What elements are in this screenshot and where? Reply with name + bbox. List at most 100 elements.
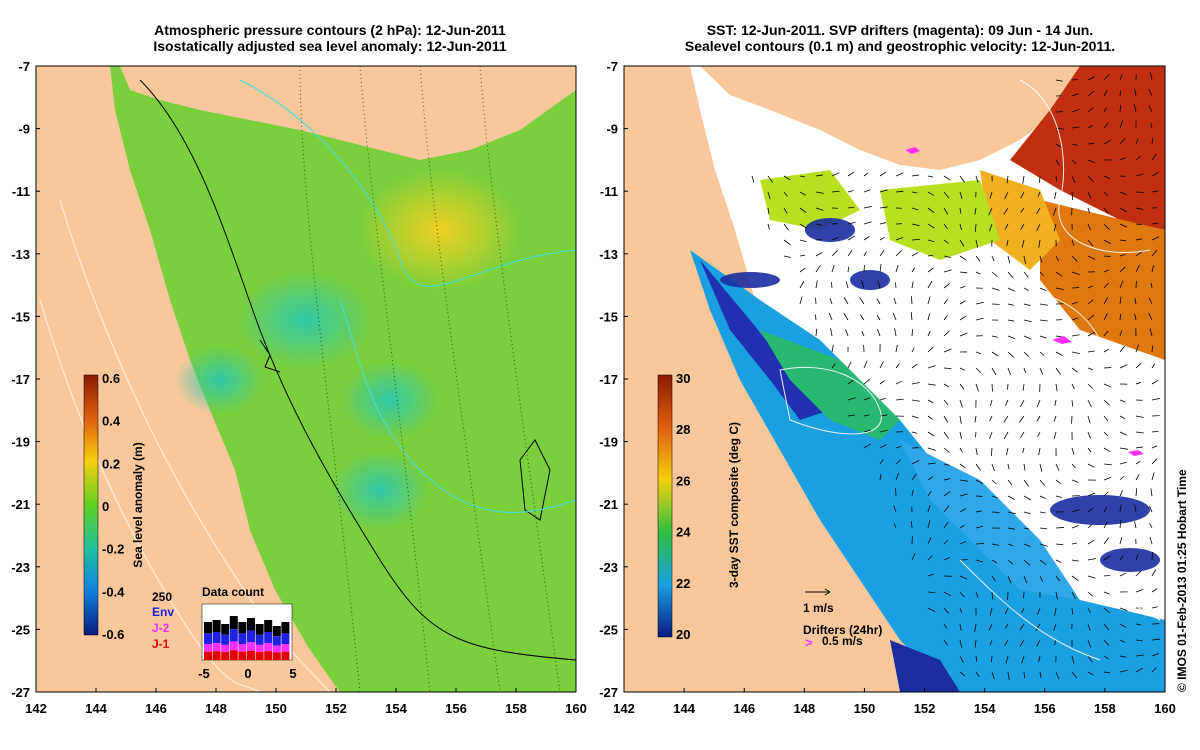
right-cbtick: 30	[676, 371, 690, 386]
left-colorbar-ticks: 0.6 0.4 0.2 0 -0.2 -0.4 -0.6	[102, 371, 125, 642]
drifter-marker: >	[805, 635, 813, 650]
left-ytick: -27	[11, 685, 30, 700]
right-xtick: 146	[733, 701, 755, 716]
right-ytick: -21	[599, 497, 618, 512]
right-cbtick: 28	[676, 422, 690, 437]
legend-top-value: 250	[152, 590, 172, 604]
left-ytick: -9	[18, 122, 30, 137]
hist-xtick-0: 0	[244, 666, 251, 681]
hist-bar-j1	[247, 650, 255, 660]
left-cbtick: -0.2	[102, 542, 124, 557]
left-cbtick: -0.4	[102, 584, 125, 599]
right-title: SST: 12-Jun-2011. SVP drifters (magenta)…	[620, 22, 1180, 54]
right-ytick: -15	[599, 309, 618, 324]
hist-bar-j1	[221, 652, 230, 660]
left-png-land	[120, 66, 576, 160]
legend-j2: J-2	[152, 621, 170, 635]
right-y-axis: -7 -9 -11 -13 -15 -17 -19 -21 -23 -25 -27	[599, 59, 628, 700]
left-ytick: -15	[11, 309, 30, 324]
right-ytick: -25	[599, 622, 618, 637]
drifters-label: Drifters (24hr)	[803, 623, 882, 637]
hist-bar-total	[247, 618, 255, 631]
right-colorbar-label: 3-day SST composite (deg C)	[727, 422, 741, 588]
left-xtick: 156	[445, 701, 467, 716]
right-xtick: 158	[1094, 701, 1116, 716]
left-xtick: 154	[385, 701, 407, 716]
hist-bar-total	[264, 620, 273, 632]
right-xtick: 144	[673, 701, 695, 716]
hist-bar-j1	[212, 651, 221, 660]
legend-env: Env	[152, 605, 174, 619]
credit-text: © IMOS 01-Feb-2013 01:25 Hobart Time	[1175, 469, 1189, 692]
left-xtick: 142	[25, 701, 47, 716]
right-ytick: -11	[600, 184, 618, 199]
hist-bar-total	[204, 622, 212, 634]
left-xtick: 150	[265, 701, 287, 716]
right-colorbar	[657, 374, 673, 638]
right-colorbar-ticks: 30 28 26 24 22 20	[676, 371, 691, 642]
left-ytick: -23	[11, 560, 30, 575]
hist-bar-j2	[264, 643, 273, 652]
right-x-axis: 142 144 146 148 150 152 154 156 158 160	[613, 688, 1176, 716]
hist-bar-j2	[255, 644, 264, 653]
left-ytick: -25	[11, 622, 30, 637]
left-ytick: -17	[11, 372, 30, 387]
left-xtick: 152	[325, 701, 347, 716]
hist-bar-env	[264, 632, 273, 644]
hist-bar-env	[204, 633, 212, 645]
velocity-arrows	[751, 72, 1160, 680]
right-cbtick: 20	[676, 627, 690, 642]
hist-bar-total	[238, 622, 247, 634]
drifters-speed-label: 0.5 m/s	[822, 634, 863, 648]
right-ytick: -27	[599, 685, 618, 700]
hist-bar-env	[272, 636, 281, 646]
left-ytick: -7	[18, 59, 30, 74]
right-xtick: 148	[793, 701, 815, 716]
left-cbtick: 0.6	[102, 371, 120, 386]
right-ytick: -19	[599, 435, 618, 450]
right-ytick: -17	[599, 372, 618, 387]
right-ytick: -13	[599, 247, 618, 262]
left-ytick: -19	[11, 435, 30, 450]
hist-bar-total	[255, 624, 264, 635]
left-xtick: 146	[145, 701, 167, 716]
hist-bar-env	[247, 630, 255, 643]
right-cbtick: 22	[676, 576, 690, 591]
hist-bar-j2	[281, 644, 290, 652]
hist-bar-j2	[238, 644, 247, 652]
left-ytick: -11	[12, 184, 30, 199]
hist-bar-j2	[247, 642, 255, 651]
left-cbtick: 0.2	[102, 456, 120, 471]
data-count-title: Data count	[202, 585, 264, 599]
right-xtick: 156	[1034, 701, 1056, 716]
data-count-inset: 250 Env J-2 J-1 Data count -5 0 5	[152, 585, 297, 681]
left-ytick: -21	[11, 497, 30, 512]
left-colorbar	[83, 374, 99, 636]
hist-bar-env	[255, 634, 264, 645]
hist-bar-total	[221, 624, 230, 635]
right-xtick: 142	[613, 701, 635, 716]
hist-bar-j1	[229, 650, 238, 660]
hist-bar-j1	[264, 651, 273, 660]
hist-bar-j1	[272, 652, 281, 660]
hist-bar-total	[272, 626, 281, 637]
left-title: Atmospheric pressure contours (2 hPa): 1…	[60, 22, 600, 54]
hist-bar-j2	[272, 645, 281, 653]
left-y-axis: -7 -9 -11 -13 -15 -17 -19 -21 -23 -25 -27	[11, 59, 40, 700]
left-xtick: 160	[565, 701, 587, 716]
left-cbtick: 0	[102, 499, 109, 514]
hist-bar-env	[221, 634, 230, 645]
velocity-scale-label: 1 m/s	[803, 601, 834, 615]
left-ytick: -13	[11, 247, 30, 262]
left-map	[36, 66, 576, 692]
right-map	[624, 66, 1165, 692]
hist-bar-j2	[204, 644, 212, 652]
left-x-axis: 142 144 146 148 150 152 154 156 158 160	[25, 688, 587, 716]
legend-j1: J-1	[152, 637, 170, 651]
hist-bar-j1	[281, 651, 290, 660]
hist-bar-env	[212, 632, 221, 644]
hist-bar-j2	[229, 641, 238, 651]
right-cbtick: 24	[676, 525, 691, 540]
right-title-line2: Sealevel contours (0.1 m) and geostrophi…	[684, 38, 1116, 54]
